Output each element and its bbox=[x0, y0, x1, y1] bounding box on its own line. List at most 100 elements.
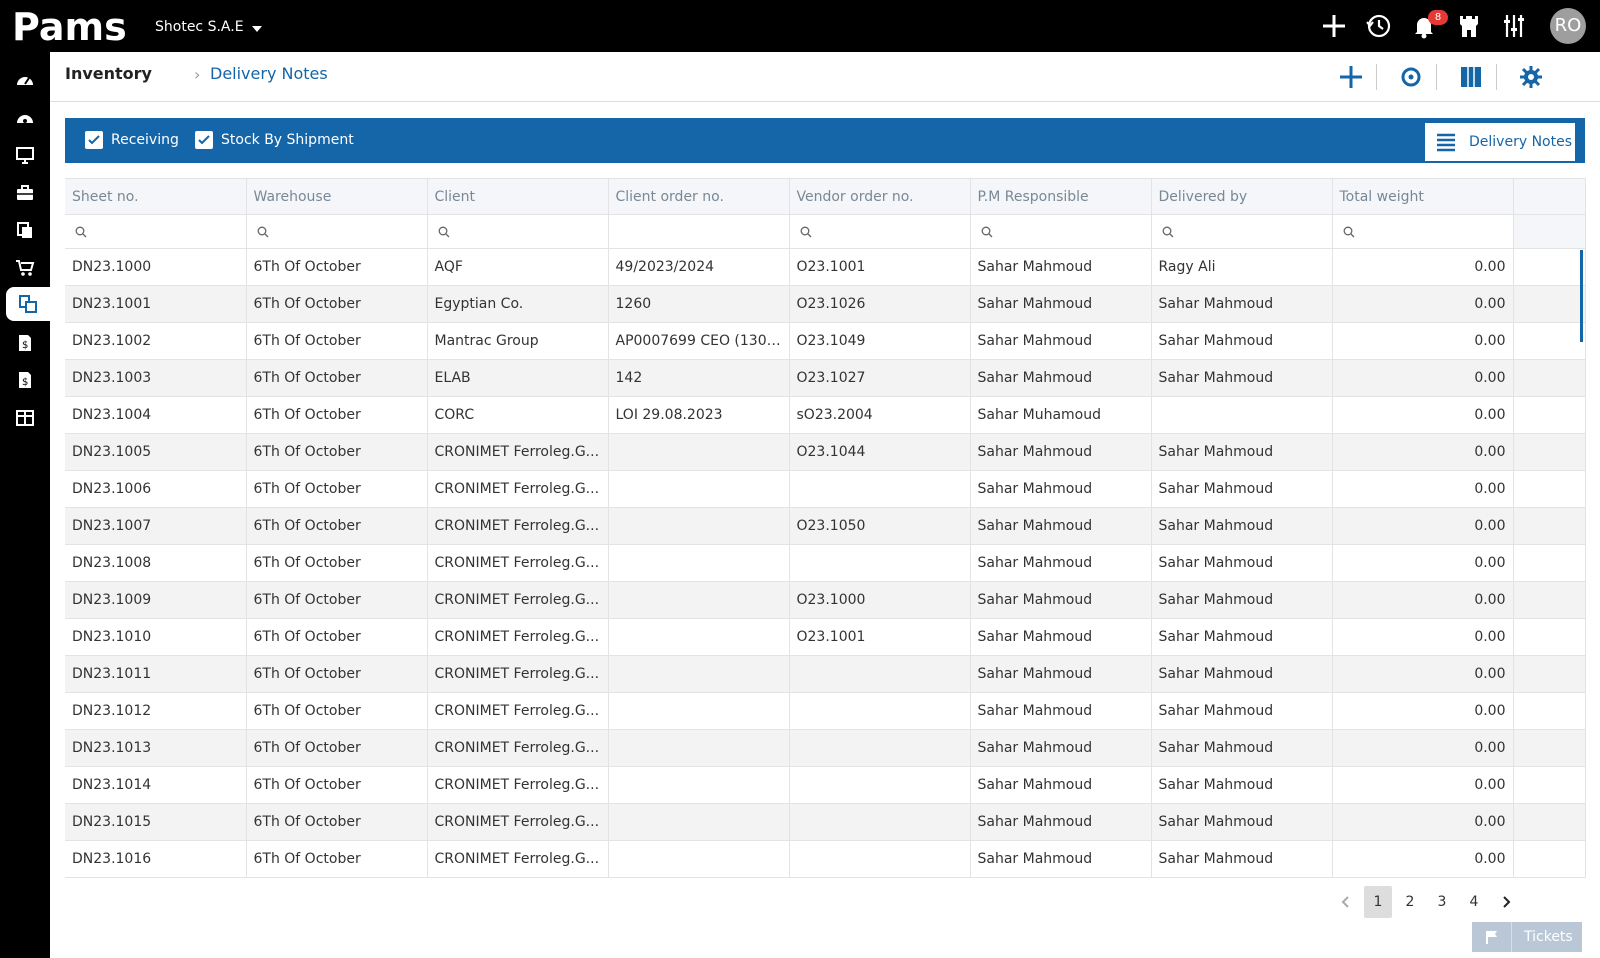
column-header[interactable]: Warehouse bbox=[246, 178, 428, 215]
sidebar-item-invoices[interactable]: $ bbox=[4, 326, 46, 360]
table-row[interactable]: DN23.1001 6Th Of October Egyptian Co. 1260 O… bbox=[65, 285, 1586, 323]
sidebar-item-dashboard-alt[interactable] bbox=[4, 101, 46, 135]
table-cell: LOI 29.08.2023 bbox=[608, 396, 790, 434]
table-row[interactable]: DN23.1015 6Th Of October CRONIMET Ferroleg… bbox=[65, 803, 1586, 841]
table-cell bbox=[608, 470, 790, 508]
table-cell: Sahar Mahmoud bbox=[1151, 433, 1333, 471]
table-cell: CRONIMET Ferroleg.G... bbox=[427, 692, 609, 730]
table-row[interactable]: DN23.1004 6Th Of October CORC LOI 29.08.202… bbox=[65, 396, 1586, 434]
company-selector[interactable]: Shotec S.A.E bbox=[155, 19, 262, 35]
table-cell: CRONIMET Ferroleg.G... bbox=[427, 470, 609, 508]
table-cell: 6Th Of October bbox=[246, 692, 428, 730]
history-icon[interactable] bbox=[1365, 12, 1393, 40]
tab-delivery-notes[interactable]: Delivery Notes bbox=[1425, 123, 1575, 161]
row-spacer bbox=[1513, 359, 1586, 397]
sidebar-item-payments[interactable]: $ bbox=[4, 363, 46, 397]
table-row[interactable]: DN23.1012 6Th Of October CRONIMET Ferroleg… bbox=[65, 692, 1586, 730]
receiving-checkbox[interactable]: Receiving bbox=[85, 131, 179, 149]
columns-button[interactable] bbox=[1458, 64, 1484, 90]
column-header[interactable]: Total weight bbox=[1332, 178, 1514, 215]
breadcrumb-inventory[interactable]: Inventory bbox=[65, 64, 152, 83]
table-row[interactable]: DN23.1011 6Th Of October CRONIMET Ferroleg… bbox=[65, 655, 1586, 693]
table-cell: AP0007699 CEO (130539) bbox=[608, 322, 790, 360]
sidebar-item-purchasing[interactable] bbox=[4, 251, 46, 285]
castle-icon[interactable] bbox=[1455, 12, 1483, 40]
column-header[interactable]: Vendor order no. bbox=[789, 178, 971, 215]
next-page-button[interactable] bbox=[1492, 886, 1520, 918]
table-row[interactable]: DN23.1006 6Th Of October CRONIMET Ferroleg… bbox=[65, 470, 1586, 508]
column-filter-input[interactable] bbox=[970, 214, 1152, 249]
search-icon bbox=[438, 226, 449, 237]
monitor-icon bbox=[16, 147, 34, 164]
settings-button[interactable] bbox=[1518, 64, 1544, 90]
sidebar-item-dashboard[interactable] bbox=[4, 63, 46, 97]
column-filter-input[interactable] bbox=[1332, 214, 1514, 249]
page-button-1[interactable]: 1 bbox=[1364, 886, 1392, 918]
column-filter-input[interactable] bbox=[608, 214, 790, 249]
table-row[interactable]: DN23.1002 6Th Of October Mantrac Group AP00… bbox=[65, 322, 1586, 360]
table-cell: Ragy Ali bbox=[1151, 248, 1333, 286]
table-cell: 0.00 bbox=[1332, 544, 1514, 582]
refresh-button[interactable] bbox=[1398, 64, 1424, 90]
search-icon bbox=[75, 226, 87, 237]
table-cell: 6Th Of October bbox=[246, 433, 428, 471]
table-cell: O23.1027 bbox=[789, 359, 971, 397]
search-icon bbox=[800, 226, 811, 237]
table-cell: O23.1001 bbox=[789, 618, 971, 656]
page-button-4[interactable]: 4 bbox=[1469, 894, 1479, 910]
table-cell: 1260 bbox=[608, 285, 790, 323]
table-row[interactable]: DN23.1009 6Th Of October CRONIMET Ferroleg… bbox=[65, 581, 1586, 619]
table-row[interactable]: DN23.1000 6Th Of October AQF 49/2023/2024 O2… bbox=[65, 248, 1586, 286]
table-row[interactable]: DN23.1016 6Th Of October CRONIMET Ferroleg… bbox=[65, 840, 1586, 878]
page-button-2[interactable]: 2 bbox=[1405, 894, 1415, 910]
row-spacer bbox=[1513, 322, 1586, 360]
column-header[interactable]: Client bbox=[427, 178, 609, 215]
column-header[interactable]: Client order no. bbox=[608, 178, 790, 215]
table-row[interactable]: DN23.1014 6Th Of October CRONIMET Ferroleg… bbox=[65, 766, 1586, 804]
table-row[interactable]: DN23.1008 6Th Of October CRONIMET Ferroleg… bbox=[65, 544, 1586, 582]
column-filter-input[interactable] bbox=[246, 214, 428, 249]
table-cell: 6Th Of October bbox=[246, 766, 428, 804]
column-header[interactable]: Delivered by bbox=[1151, 178, 1333, 215]
page-button-3[interactable]: 3 bbox=[1437, 894, 1447, 910]
column-header[interactable]: Sheet no. bbox=[65, 178, 247, 215]
table-row[interactable]: DN23.1010 6Th Of October CRONIMET Ferroleg… bbox=[65, 618, 1586, 656]
breadcrumb: Inventory › Delivery Notes bbox=[50, 52, 1600, 102]
avatar[interactable]: RO bbox=[1550, 8, 1586, 44]
sidebar-item-inventory[interactable] bbox=[6, 287, 50, 321]
sliders-icon[interactable] bbox=[1500, 12, 1528, 40]
table-cell: Sahar Mahmoud bbox=[970, 840, 1152, 878]
table-cell bbox=[789, 470, 971, 508]
column-filter-input[interactable] bbox=[789, 214, 971, 249]
svg-text:$: $ bbox=[22, 340, 28, 351]
table-cell: Sahar Mahmoud bbox=[1151, 618, 1333, 656]
sidebar-item-projects[interactable] bbox=[4, 176, 46, 210]
scrollbar-thumb[interactable] bbox=[1580, 250, 1583, 342]
plus-icon[interactable] bbox=[1320, 12, 1348, 40]
stock-by-shipment-checkbox[interactable]: Stock By Shipment bbox=[195, 131, 354, 149]
column-filter-input[interactable] bbox=[1151, 214, 1333, 249]
table-row[interactable]: DN23.1013 6Th Of October CRONIMET Ferroleg… bbox=[65, 729, 1586, 767]
table-cell: 0.00 bbox=[1332, 766, 1514, 804]
table-cell bbox=[608, 840, 790, 878]
tickets-button[interactable]: Tickets bbox=[1472, 922, 1582, 952]
invoice-alt-icon: $ bbox=[19, 372, 31, 388]
pams-logo[interactable]: Pams bbox=[10, 6, 132, 46]
column-filter-input[interactable] bbox=[427, 214, 609, 249]
sidebar-item-documents[interactable] bbox=[4, 213, 46, 247]
prev-page-button[interactable] bbox=[1332, 886, 1360, 918]
table-cell: Mantrac Group bbox=[427, 322, 609, 360]
sidebar-item-reports[interactable] bbox=[4, 401, 46, 435]
table-row[interactable]: DN23.1005 6Th Of October CRONIMET Ferroleg… bbox=[65, 433, 1586, 471]
table-row[interactable]: DN23.1007 6Th Of October CRONIMET Ferroleg… bbox=[65, 507, 1586, 545]
table-cell bbox=[608, 655, 790, 693]
sidebar-item-monitor[interactable] bbox=[4, 138, 46, 172]
column-filter-input[interactable] bbox=[65, 214, 247, 249]
delivery-notes-table: Sheet no. Warehouse Client Client order … bbox=[65, 178, 1586, 878]
search-icon bbox=[257, 226, 268, 237]
table-cell: Sahar Mahmoud bbox=[1151, 655, 1333, 693]
column-header[interactable]: P.M Responsible bbox=[970, 178, 1152, 215]
add-button[interactable] bbox=[1338, 64, 1364, 90]
table-row[interactable]: DN23.1003 6Th Of October ELAB 142 O23.1027 Sa… bbox=[65, 359, 1586, 397]
add-icon bbox=[1340, 66, 1362, 88]
